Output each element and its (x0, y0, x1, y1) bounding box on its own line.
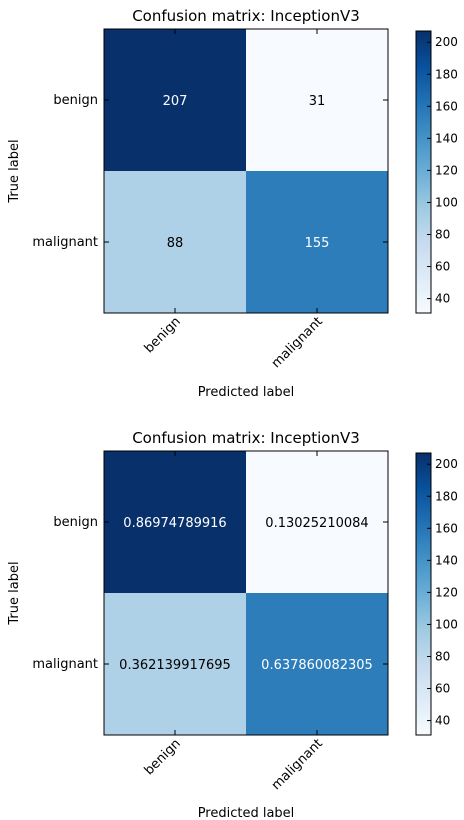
colorbar-tick-label: 100 (435, 195, 458, 209)
x-tick-label-benign: benign (142, 314, 184, 356)
colorbar-tick-label: 100 (435, 617, 458, 631)
y-tick-label-benign: benign (53, 515, 98, 530)
cell-value-label: 207 (163, 94, 188, 109)
colorbar-tick-label: 80 (435, 227, 450, 241)
plot-frame (103, 28, 389, 314)
heatmap-cell-1-0 (104, 593, 246, 735)
chart-title: Confusion matrix: InceptionV3 (132, 7, 360, 25)
colorbar-ticks: 40 60 80 100 120 140 160 180 200 (427, 457, 458, 728)
heatmap-cell-0-1 (246, 451, 388, 593)
colorbar-tick-label: 120 (435, 163, 458, 177)
cell-value-label: 31 (309, 94, 326, 109)
heatmap-cell-0-0 (104, 451, 246, 593)
colorbar: 40 60 80 100 120 140 160 180 200 (415, 30, 458, 314)
colorbar-tick-label: 60 (435, 682, 450, 696)
colorbar-tick-label: 200 (435, 35, 458, 49)
x-axis-title: Predicted label (198, 385, 295, 400)
axis-ticks (104, 451, 388, 735)
colorbar-tick-label: 180 (435, 67, 458, 81)
heatmap-cells: 207 31 88 155 (104, 29, 388, 313)
y-tick-label-benign: benign (53, 93, 98, 108)
heatmap-cell-0-1 (246, 29, 388, 171)
colorbar-tick-label: 40 (435, 292, 450, 306)
axis-ticks (104, 29, 388, 313)
colorbar-ticks: 40 60 80 100 120 140 160 180 200 (427, 35, 458, 306)
heatmap-cell-0-0 (104, 29, 246, 171)
x-tick-label-malignant: malignant (269, 314, 326, 371)
x-tick-label-malignant: malignant (269, 736, 326, 793)
x-tick-label-benign: benign (142, 736, 184, 778)
heatmap-cell-1-1 (246, 593, 388, 735)
colorbar-tick-label: 40 (435, 714, 450, 728)
x-axis-title: Predicted label (198, 806, 295, 820)
heatmap-cell-1-1 (246, 171, 388, 313)
colorbar-tick-label: 140 (435, 131, 458, 145)
confusion-matrix-panel-2: Confusion matrix: InceptionV3 0.86974789… (7, 429, 458, 820)
cell-value-label: 0.86974789916 (123, 516, 226, 531)
confusion-matrix-panel-1: Confusion matrix: InceptionV3 207 31 88 155… (7, 7, 458, 400)
y-axis-title: True label (7, 139, 22, 203)
colorbar-tick-label: 60 (435, 260, 450, 274)
cell-value-label: 0.637860082305 (261, 658, 373, 673)
colorbar: 40 60 80 100 120 140 160 180 200 (415, 452, 458, 736)
colorbar-tick-label: 160 (435, 99, 458, 113)
y-axis-title: True label (7, 561, 22, 625)
y-tick-label-malignant: malignant (32, 235, 98, 250)
plot-frame (103, 450, 389, 736)
colorbar-tick-label: 80 (435, 649, 450, 663)
colorbar-tick-label: 160 (435, 521, 458, 535)
colorbar-tick-label: 120 (435, 585, 458, 599)
cell-value-label: 88 (167, 236, 184, 251)
cell-value-label: 155 (305, 236, 330, 251)
chart-title: Confusion matrix: InceptionV3 (132, 429, 360, 447)
colorbar-gradient (415, 30, 432, 314)
cell-value-label: 0.13025210084 (265, 516, 368, 531)
colorbar-tick-label: 200 (435, 457, 458, 471)
cell-value-label: 0.362139917695 (119, 658, 231, 673)
colorbar-gradient (415, 452, 432, 736)
heatmap-cell-1-0 (104, 171, 246, 313)
colorbar-tick-label: 180 (435, 489, 458, 503)
heatmap-cells: 0.86974789916 0.13025210084 0.362139917695… (104, 451, 388, 735)
colorbar-tick-label: 140 (435, 553, 458, 567)
y-tick-label-malignant: malignant (32, 657, 98, 672)
